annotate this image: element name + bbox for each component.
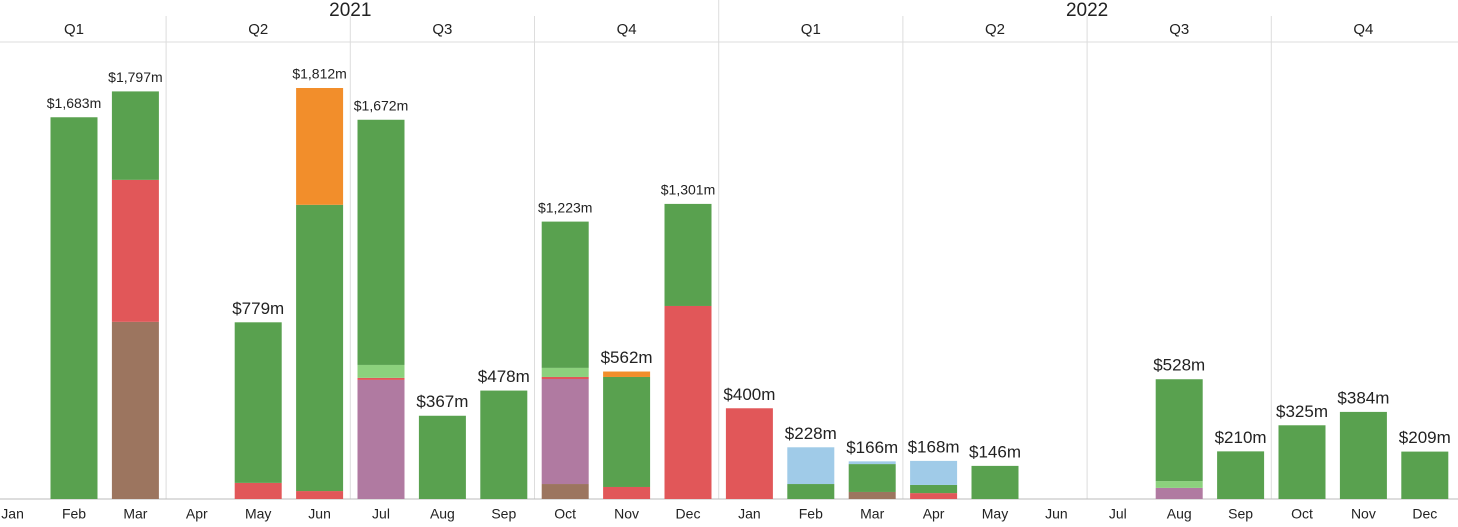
x-tick-label: Oct	[554, 506, 576, 522]
bar-segment	[787, 447, 835, 485]
x-tick-label: Dec	[1412, 506, 1437, 522]
total-label: $478m	[478, 367, 530, 386]
x-tick-label: Aug	[430, 506, 455, 522]
bar-segment	[603, 486, 651, 499]
bar-segment	[541, 221, 589, 368]
bar-segment	[541, 379, 589, 485]
bar-segment	[1401, 451, 1449, 499]
quarter-label: Q3	[1169, 21, 1189, 38]
total-label: $209m	[1399, 428, 1451, 447]
x-tick-label: Jun	[308, 506, 331, 522]
bar-segment	[603, 376, 651, 487]
bar-segment	[296, 204, 344, 492]
bar-segment	[50, 117, 98, 499]
x-tick-label: Jan	[738, 506, 761, 522]
bar-segment	[1155, 487, 1203, 499]
quarter-label: Q2	[248, 21, 268, 38]
quarter-label: Q2	[985, 21, 1005, 38]
year-label: 2022	[1066, 0, 1108, 21]
total-label: $210m	[1215, 428, 1267, 447]
x-tick-label: Apr	[923, 506, 945, 522]
total-label: $1,223m	[538, 199, 592, 215]
bar-segment	[357, 379, 405, 499]
bar-segment	[296, 88, 344, 205]
quarter-label: Q4	[617, 21, 637, 38]
x-tick-label: May	[245, 506, 271, 522]
x-tick-label: Feb	[62, 506, 86, 522]
bar-segment	[910, 493, 958, 499]
bar-segment	[971, 465, 1019, 499]
x-tick-label: Jan	[1, 506, 24, 522]
bar-segment	[480, 390, 528, 499]
bar-segment	[541, 376, 589, 380]
x-tick-label: Sep	[491, 506, 516, 522]
quarter-label: Q3	[432, 21, 452, 38]
bar-segment	[1217, 451, 1265, 499]
bar-segment	[541, 484, 589, 499]
total-label: $1,797m	[108, 69, 162, 85]
x-tick-label: Jul	[372, 506, 390, 522]
total-label: $367m	[416, 392, 468, 411]
x-tick-label: Feb	[799, 506, 823, 522]
x-tick-label: Dec	[676, 506, 701, 522]
bar-segment	[1339, 411, 1387, 499]
bar-segment	[541, 367, 589, 377]
bar-segment	[234, 482, 282, 499]
quarter-label: Q4	[1353, 21, 1373, 38]
x-tick-label: Nov	[614, 506, 639, 522]
bar-segment	[1155, 481, 1203, 488]
bar-segment	[1155, 379, 1203, 482]
total-label: $528m	[1153, 356, 1205, 375]
bar-segment	[725, 408, 773, 499]
total-label: $166m	[846, 438, 898, 457]
bar-segment	[296, 491, 344, 499]
bar-segment	[910, 484, 958, 494]
x-tick-label: Mar	[123, 506, 147, 522]
year-label: 2021	[329, 0, 371, 21]
total-label: $1,672m	[354, 97, 408, 113]
total-label: $400m	[723, 385, 775, 404]
total-label: $1,812m	[292, 66, 346, 82]
total-label: $325m	[1276, 402, 1328, 421]
bar-segment	[418, 415, 466, 499]
bar-segment	[357, 119, 405, 365]
quarter-label: Q1	[64, 21, 84, 38]
total-label: $562m	[601, 348, 653, 367]
total-label: $146m	[969, 442, 1021, 461]
quarter-label: Q1	[801, 21, 821, 38]
total-label: $779m	[232, 299, 284, 318]
bar-segment	[848, 464, 896, 492]
x-tick-label: Jun	[1045, 506, 1068, 522]
x-tick-label: Oct	[1291, 506, 1313, 522]
total-label: $168m	[908, 437, 960, 456]
x-tick-label: Mar	[860, 506, 884, 522]
total-label: $228m	[785, 424, 837, 443]
bar-segment	[357, 364, 405, 378]
bar-segment	[910, 460, 958, 485]
bar-segment	[111, 91, 159, 180]
total-label: $384m	[1337, 388, 1389, 407]
bar-segment	[357, 377, 405, 380]
total-label: $1,683m	[47, 95, 101, 111]
bar-segment	[234, 322, 282, 483]
bar-segment	[111, 321, 159, 499]
bar-segment	[848, 491, 896, 499]
x-tick-label: Sep	[1228, 506, 1253, 522]
x-tick-label: Nov	[1351, 506, 1376, 522]
x-tick-label: Aug	[1167, 506, 1192, 522]
bar-segment	[664, 305, 712, 499]
bar-segment	[787, 484, 835, 499]
bar-segment	[111, 179, 159, 322]
x-tick-label: May	[982, 506, 1008, 522]
total-label: $1,301m	[661, 182, 715, 198]
x-tick-label: Apr	[186, 506, 208, 522]
x-tick-label: Jul	[1109, 506, 1127, 522]
bar-segment	[1278, 425, 1326, 499]
bar-segment	[603, 371, 651, 377]
bar-segment	[664, 203, 712, 306]
bar-segment	[848, 461, 896, 465]
